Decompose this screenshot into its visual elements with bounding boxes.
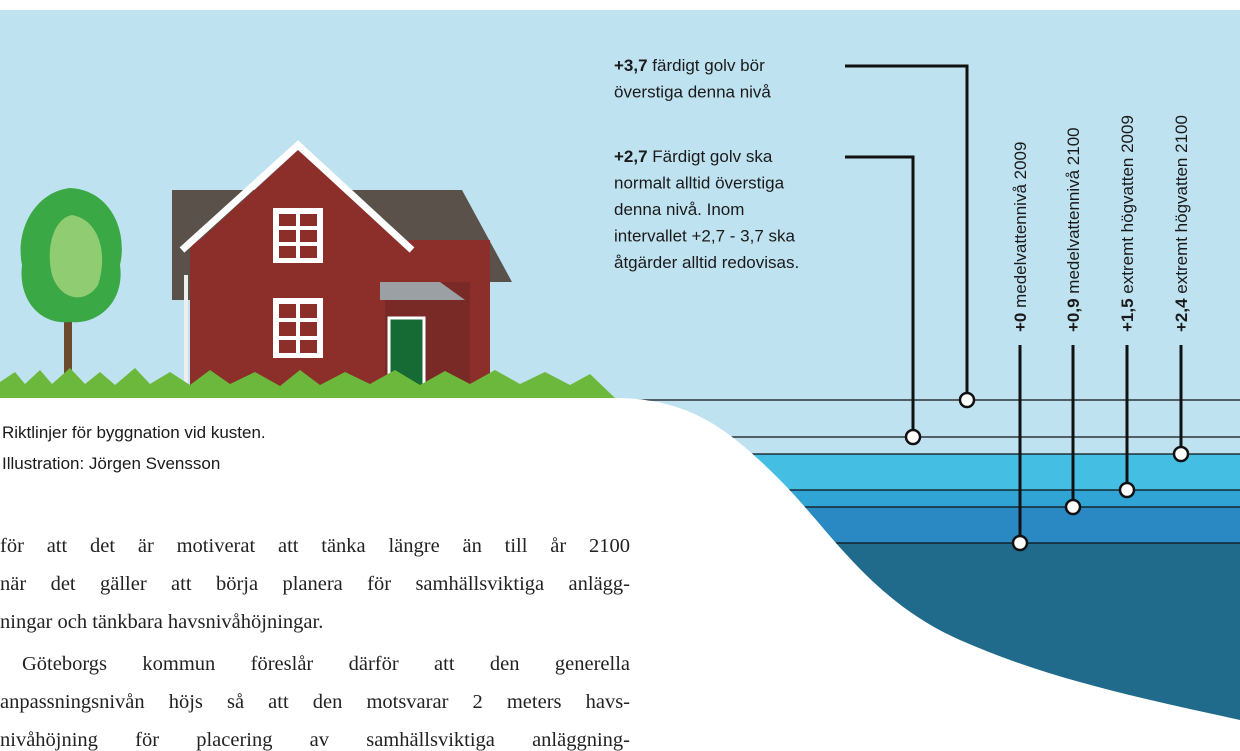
leader-lines (845, 64, 1183, 535)
annotation-line: +3,7 färdigt golv bör (614, 56, 765, 75)
annotation-text: åtgärder alltid redovisas. (614, 253, 799, 272)
level-value: +0 (1011, 313, 1030, 332)
annotation-value: +3,7 (614, 56, 648, 75)
body-line: ningar och tänkbara havsnivåhöjningar. (0, 611, 324, 633)
level-text: medelvattennivå 2100 (1064, 127, 1083, 298)
grass (0, 368, 615, 398)
level-label: +2,4 extremt högvatten 2100 (1172, 115, 1191, 332)
annotation-line: åtgärder alltid redovisas. (614, 253, 799, 272)
annotation-line: överstiga denna nivå (614, 83, 771, 102)
annotation-text: normalt alltid överstiga (614, 174, 785, 193)
annotation-text: intervallet +2,7 - 3,7 ska (614, 227, 796, 246)
annotation-line: +2,7 Färdigt golv ska (614, 147, 773, 166)
annotation-text: färdigt golv bör (648, 56, 766, 75)
level-text: extremt högvatten 2009 (1118, 115, 1137, 298)
level-label: +1,5 extremt högvatten 2009 (1118, 115, 1137, 332)
level-label: +0,9 medelvattennivå 2100 (1064, 127, 1083, 332)
level-value: +0,9 (1064, 298, 1083, 332)
annotation-line: intervallet +2,7 - 3,7 ska (614, 227, 796, 246)
annotation-line: denna nivå. Inom (614, 200, 744, 219)
level-value: +1,5 (1118, 298, 1137, 332)
level-text: medelvattennivå 2009 (1011, 142, 1030, 313)
annotation-text: Färdigt golv ska (648, 147, 773, 166)
annotation-line: normalt alltid överstiga (614, 174, 785, 193)
body-line: för att det är motiverat att tänka längr… (0, 535, 630, 557)
level-label: +0 medelvattennivå 2009 (1011, 142, 1030, 332)
annotation-text: denna nivå. Inom (614, 200, 744, 219)
body-line: nivåhöjning för placering av samhällsvik… (0, 729, 630, 751)
caption: Riktlinjer för byggnation vid kusten. (2, 423, 266, 442)
annotation-text: överstiga denna nivå (614, 83, 771, 102)
level-value: +2,4 (1172, 298, 1191, 332)
tree-trunk (64, 300, 72, 385)
body-line: när det gäller att börja planera för sam… (0, 573, 630, 595)
ground (0, 398, 1240, 749)
tree-highlight (49, 215, 103, 298)
annotation-value: +2,7 (614, 147, 648, 166)
body-line: Göteborgs kommun föreslår därför att den… (22, 653, 630, 675)
house (172, 140, 512, 390)
caption: Illustration: Jörgen Svensson (2, 454, 220, 473)
level-text: extremt högvatten 2100 (1172, 115, 1191, 298)
body-line: anpassningsnivån höjs så att den motsvar… (0, 691, 630, 713)
level-markers (904, 391, 1190, 552)
